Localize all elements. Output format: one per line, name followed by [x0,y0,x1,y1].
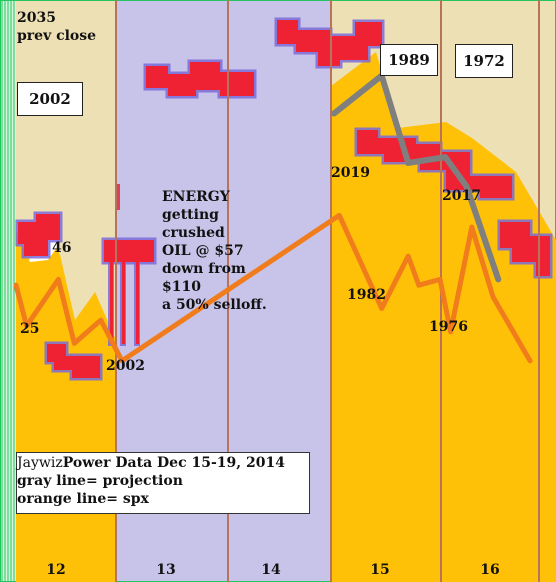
red-block [277,20,382,66]
boxed-year-2002: 2002 [17,82,83,116]
point-labels: 46 25 2002 2019 1982 1976 2017 [20,165,481,374]
red-bar [136,262,139,344]
legend-box: JaywizPower Data Dec 15-19, 2014 gray li… [16,452,310,514]
point-label-1982: 1982 [347,287,386,303]
boxed-year-1989: 1989 [380,44,438,76]
point-label-25: 25 [20,321,39,337]
series-lines [13,72,533,364]
red-block [500,222,550,276]
category-label-12: 12 [46,562,66,578]
red-block [47,344,100,378]
category-label-15: 15 [370,562,390,578]
point-label-1976: 1976 [429,319,468,335]
category-label-13: 13 [156,562,176,578]
series-line-spx [13,212,533,364]
legend-title: Power Data Dec 15-19, 2014 [62,455,285,471]
point-label-2002: 2002 [106,358,145,374]
series-line-projection [331,72,502,283]
energy-note-line-1: ENERGY [162,189,230,205]
category-label-16: 16 [480,562,500,578]
red-block [104,240,154,262]
energy-note-line-6: $110 [162,279,201,295]
legend-projection: gray line= projection [17,473,183,489]
legend-source: Jaywiz [17,455,63,471]
point-label-2017: 2017 [442,188,481,204]
boxed-year-1972: 1972 [455,44,513,78]
red-block [18,214,60,256]
prev-close-year: 2035 [17,10,56,26]
red-block [357,130,512,198]
red-bar [110,262,113,344]
legend-source-title: JaywizPower Data Dec 15-19, 2014 [17,455,285,471]
point-label-2019: 2019 [331,165,370,181]
energy-note-line-4: OIL @ $57 [162,243,244,259]
energy-note-line-3: crushed [162,225,225,241]
category-label-14: 14 [261,562,281,578]
legend-spx: orange line= spx [17,491,149,507]
red-mark-small [116,184,120,210]
energy-note-line-5: down from [162,261,246,277]
point-label-46: 46 [52,240,71,256]
red-bar [122,262,125,344]
prev-close-label: prev close [17,28,97,44]
energy-note-line-7: a 50% selloff. [162,297,267,313]
energy-note-line-2: getting [162,207,219,223]
